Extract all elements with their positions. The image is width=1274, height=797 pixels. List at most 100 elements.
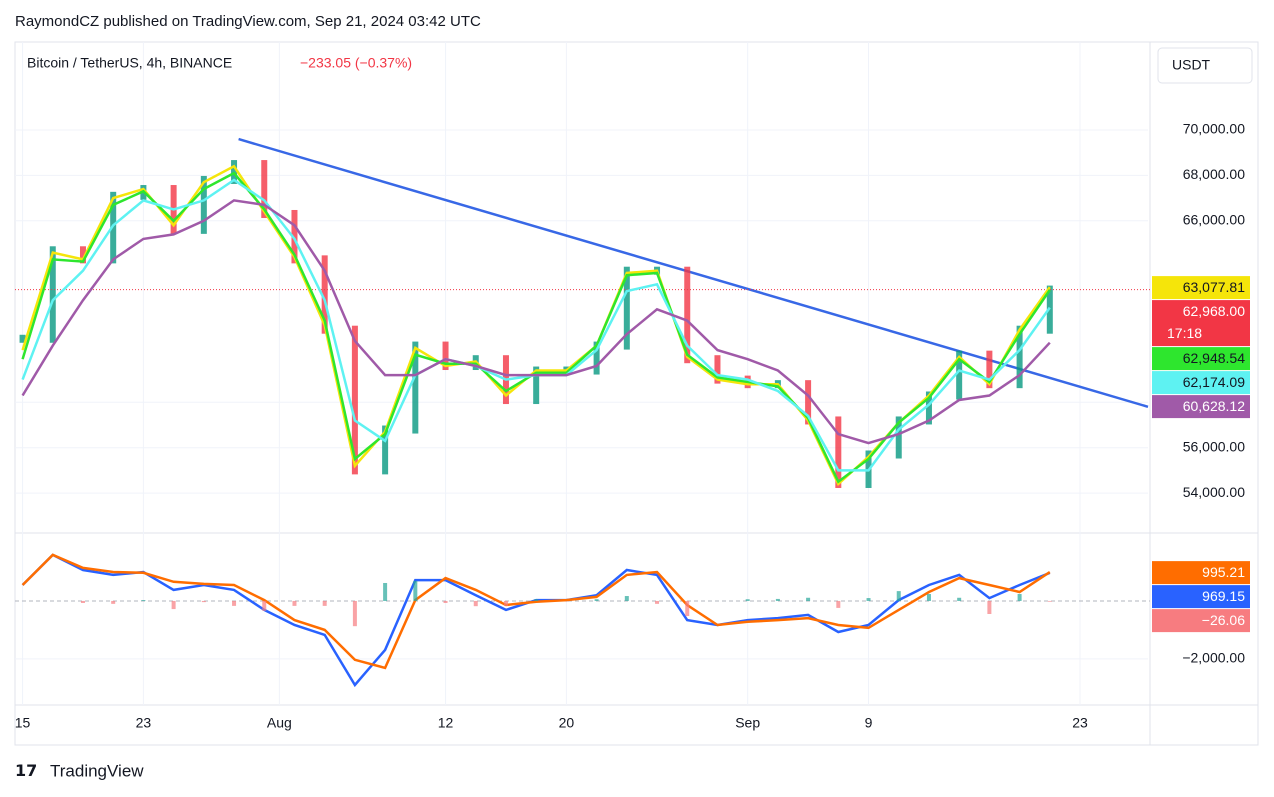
change: −233.05 (−0.37%): [300, 55, 412, 71]
publisher: RaymondCZ published on TradingView.com, …: [15, 13, 481, 30]
currency[interactable]: USDT: [1172, 57, 1211, 73]
price-badge: [1152, 300, 1250, 347]
x-tick-label: 23: [1072, 715, 1088, 731]
histogram-bar: [141, 600, 146, 601]
histogram-bar: [594, 599, 599, 601]
indicator-line: [21, 553, 1051, 688]
candle: [49, 246, 56, 343]
histogram-bar: [322, 600, 327, 606]
symbol: Bitcoin / TetherUS, 4h, BINANCE: [27, 55, 232, 71]
candle: [835, 416, 842, 488]
trend-line: [238, 137, 1149, 408]
histogram-bar: [111, 600, 116, 604]
candle: [895, 416, 902, 459]
histogram-bar: [806, 597, 811, 601]
price-badge-label: 62,968.00: [1183, 303, 1245, 319]
histogram-bar: [292, 600, 297, 606]
indicator-line: [21, 199, 1051, 445]
histogram-bar: [957, 597, 962, 601]
histogram-bar: [1047, 600, 1052, 602]
candle: [19, 334, 26, 343]
y-tick-label: −2,000.00: [1182, 650, 1245, 666]
histogram-bar: [413, 580, 418, 601]
histogram-bar: [926, 594, 931, 601]
histogram-bar: [685, 600, 690, 617]
y-tick-label: 56,000.00: [1183, 438, 1245, 454]
histogram-bar: [655, 600, 660, 604]
x-tick-label: 15: [15, 715, 31, 731]
chart-frame: [14, 41, 1259, 746]
candle: [593, 341, 600, 375]
x-tick-label: 23: [136, 715, 152, 731]
y-tick-label: 70,000.00: [1183, 121, 1245, 137]
candle: [412, 341, 419, 434]
candle: [1016, 325, 1023, 389]
candle: [382, 425, 389, 475]
candle: [956, 350, 963, 400]
candle: [986, 350, 993, 389]
price-badge: [1152, 585, 1250, 609]
price-badge: [1152, 347, 1250, 371]
candle: [442, 341, 449, 371]
price-badge-label: 63,077.81: [1183, 279, 1245, 295]
histogram-bar: [745, 599, 750, 601]
candle: [925, 391, 932, 425]
histogram-bar: [896, 591, 901, 601]
y-tick-label: 66,000.00: [1183, 211, 1245, 227]
candle: [805, 380, 812, 425]
candle: [351, 325, 358, 475]
x-tick-label: Aug: [267, 715, 292, 731]
candle: [623, 266, 630, 350]
x-tick-label: Sep: [735, 715, 760, 731]
candle: [79, 246, 86, 264]
indicator-line: [21, 171, 1051, 484]
x-tick-label: 20: [559, 715, 575, 731]
candle: [291, 209, 298, 264]
countdown: 17:18: [1167, 325, 1202, 341]
candle: [321, 255, 328, 334]
price-badge-label: 969.15: [1202, 588, 1245, 604]
y-tick-label: 54,000.00: [1183, 484, 1245, 500]
histogram-bar: [383, 582, 388, 601]
histogram-bar: [232, 600, 237, 606]
histogram-bar: [352, 600, 357, 627]
histogram-bar: [171, 600, 176, 610]
indicator-line: [21, 164, 1051, 487]
price-badge: [1152, 395, 1250, 419]
histogram-bar: [1017, 594, 1022, 601]
brand: TradingView: [50, 761, 144, 780]
price-badge: [1152, 371, 1250, 395]
price-badge: [1152, 561, 1250, 585]
candle: [200, 175, 207, 234]
x-tick-label: 9: [865, 715, 873, 731]
price-badge-label: 62,174.09: [1183, 374, 1245, 390]
histogram-bar: [262, 600, 267, 611]
currency-button[interactable]: [1157, 47, 1253, 84]
histogram-bar: [473, 600, 478, 607]
histogram-bar: [534, 599, 539, 601]
histogram-bar: [775, 598, 780, 601]
price-badge: [1152, 276, 1250, 300]
histogram-bar: [836, 600, 841, 608]
histogram-bar: [201, 600, 206, 603]
histogram-bar: [503, 600, 508, 606]
candle: [110, 191, 117, 264]
histogram-bar: [866, 598, 871, 601]
histogram-bar: [443, 600, 448, 603]
candle: [533, 366, 540, 405]
price-badge-label: −26.06: [1202, 612, 1245, 628]
price-badge-label: 60,628.12: [1183, 398, 1245, 414]
price-badge-label: 62,948.54: [1183, 350, 1245, 366]
price-badge-label: 995.21: [1202, 564, 1245, 580]
price-badge: [1152, 609, 1250, 633]
candle: [684, 266, 691, 364]
histogram-bar: [624, 596, 629, 601]
y-tick-label: 68,000.00: [1183, 166, 1245, 182]
histogram-bar: [987, 600, 992, 615]
indicator-line: [21, 553, 1051, 670]
histogram-bar: [80, 600, 85, 603]
candle: [714, 355, 721, 384]
logo: 𝟭𝟳: [15, 763, 37, 780]
